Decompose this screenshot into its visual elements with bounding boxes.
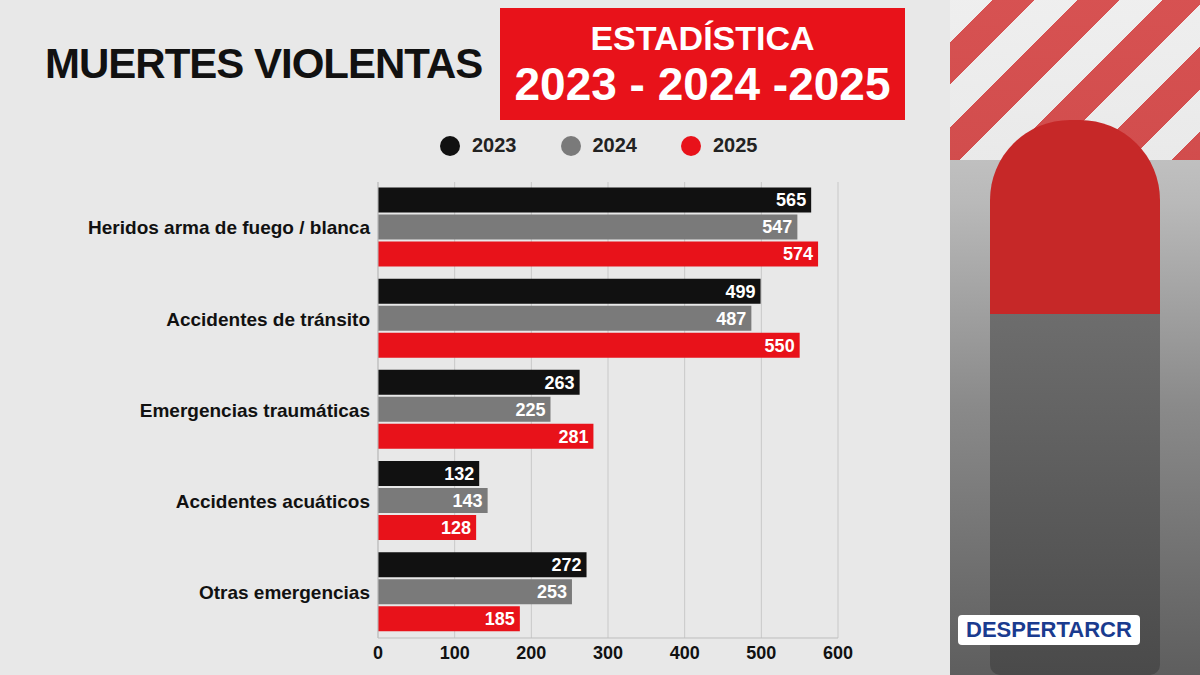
svg-text:300: 300	[593, 643, 623, 663]
svg-text:487: 487	[716, 309, 746, 329]
svg-text:185: 185	[485, 609, 515, 629]
svg-text:225: 225	[515, 400, 545, 420]
svg-text:Emergencias traumáticas: Emergencias traumáticas	[140, 400, 370, 421]
svg-text:128: 128	[441, 518, 471, 538]
svg-text:Heridos arma de fuego / blanca: Heridos arma de fuego / blanca	[88, 217, 370, 238]
html-text:2024: 2024	[592, 134, 637, 156]
svg-text:565: 565	[776, 190, 806, 210]
svg-text:200: 200	[516, 643, 546, 663]
html-text:MUERTES VIOLENTAS: MUERTES VIOLENTAS	[45, 40, 483, 87]
svg-text:132: 132	[444, 464, 474, 484]
svg-text:400: 400	[670, 643, 700, 663]
svg-text:100: 100	[440, 643, 470, 663]
svg-text:0: 0	[373, 643, 383, 663]
svg-text:263: 263	[545, 373, 575, 393]
svg-text:253: 253	[537, 582, 567, 602]
svg-text:Accidentes de tránsito: Accidentes de tránsito	[166, 309, 370, 330]
svg-text:499: 499	[726, 282, 756, 302]
html-text:2023: 2023	[472, 134, 517, 156]
html-text:DESPERTARCR: DESPERTARCR	[966, 617, 1132, 642]
svg-text:547: 547	[762, 217, 792, 237]
svg-text:574: 574	[783, 244, 813, 264]
html-text:2023 - 2024 -2025: 2023 - 2024 -2025	[514, 58, 891, 110]
svg-text:550: 550	[765, 336, 795, 356]
html-text:ESTADÍSTICA: ESTADÍSTICA	[590, 19, 815, 57]
svg-text:281: 281	[558, 427, 588, 447]
html-text:2025: 2025	[713, 134, 758, 156]
svg-text:Accidentes acuáticos: Accidentes acuáticos	[176, 491, 370, 512]
svg-text:143: 143	[453, 491, 483, 511]
svg-text:600: 600	[823, 643, 853, 663]
svg-text:272: 272	[551, 555, 581, 575]
svg-text:Otras emergencias: Otras emergencias	[199, 582, 370, 603]
svg-text:500: 500	[746, 643, 776, 663]
